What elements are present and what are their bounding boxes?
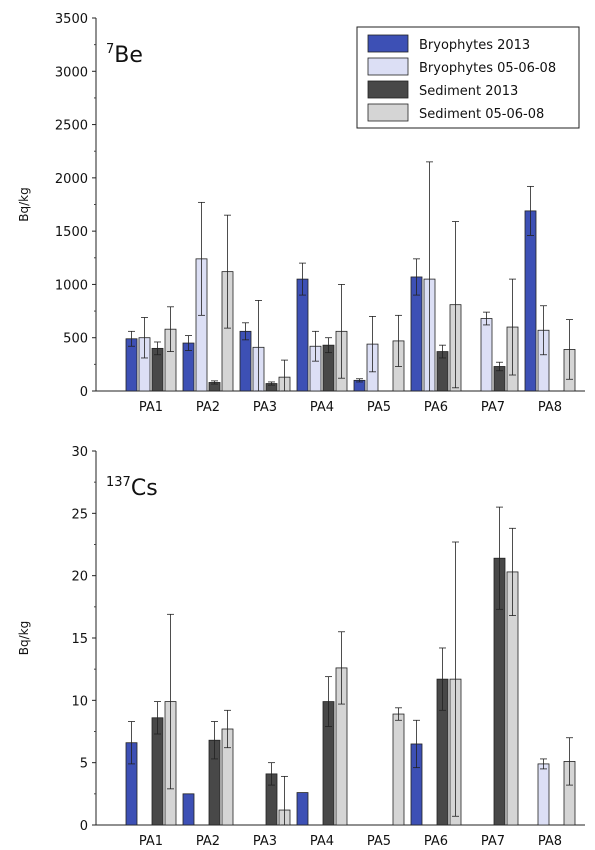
legend-label: Bryophytes 2013 — [419, 38, 530, 53]
y-tick-label: 2000 — [55, 172, 88, 187]
x-tick-label: PA6 — [424, 400, 448, 415]
be7-panel: 0 500 1000 1500 2000 2500 3000 3500 Bq/kg 7Be PA1 P… — [17, 12, 585, 415]
bar[interactable] — [296, 792, 309, 826]
y-tick-label: 0 — [80, 819, 88, 834]
legend-swatch — [367, 103, 409, 122]
x-tick-label: PA3 — [253, 400, 277, 415]
legend-swatch — [367, 80, 409, 99]
legend-label: Bryophytes 05-06-08 — [419, 61, 556, 76]
bar[interactable] — [182, 793, 195, 826]
x-tick-label: PA5 — [367, 834, 391, 849]
bar[interactable] — [392, 713, 405, 826]
bar[interactable] — [524, 210, 537, 392]
y-tick-label: 30 — [71, 445, 88, 460]
x-tick-label: PA5 — [367, 400, 391, 415]
x-tick-label: PA2 — [196, 400, 220, 415]
bar[interactable] — [480, 318, 493, 392]
y-tick-label: 5 — [80, 757, 88, 772]
x-tick-label: PA7 — [481, 400, 505, 415]
y-tick-label: 10 — [71, 694, 88, 709]
y-axis-label: Bq/kg — [17, 187, 31, 221]
y-tick-label: 3000 — [55, 65, 88, 80]
x-tick-label: PA8 — [538, 400, 562, 415]
panel-label: 7Be — [106, 42, 143, 68]
bar[interactable] — [239, 330, 252, 392]
panel-label-superscript: 7 — [106, 42, 114, 57]
x-tick-label: PA8 — [538, 834, 562, 849]
cs137-panel: 0 5 10 15 20 25 30 Bq/kg 137Cs PA1 PA2 PA3 PA4 PA5 PA6… — [17, 445, 585, 849]
legend-swatch — [367, 34, 409, 53]
legend-label: Sediment 05-06-08 — [419, 107, 544, 122]
y-tick-label: 25 — [71, 507, 88, 522]
x-tick-label: PA7 — [481, 834, 505, 849]
y-tick-label: 1500 — [55, 225, 88, 240]
y-tick-label: 500 — [63, 332, 88, 347]
y-tick-label: 2500 — [55, 119, 88, 134]
x-tick-label: PA1 — [139, 400, 163, 415]
y-tick-label: 1000 — [55, 278, 88, 293]
x-tick-label: PA3 — [253, 834, 277, 849]
bar[interactable] — [537, 763, 550, 826]
x-tick-label: PA1 — [139, 834, 163, 849]
panel-label-superscript: 137 — [106, 475, 131, 490]
panel-label-element: Be — [114, 43, 143, 68]
legend-swatch — [367, 57, 409, 76]
panel-label: 137Cs — [106, 475, 158, 501]
x-tick-label: PA4 — [310, 834, 334, 849]
legend: Bryophytes 2013 Bryophytes 05-06-08 Sedime… — [356, 26, 580, 129]
y-tick-label: 15 — [71, 632, 88, 647]
bar[interactable] — [296, 278, 309, 392]
legend-label: Sediment 2013 — [419, 84, 518, 99]
x-tick-label: PA6 — [424, 834, 448, 849]
y-tick-label: 20 — [71, 570, 88, 585]
y-tick-label: 3500 — [55, 12, 88, 27]
x-tick-label: PA2 — [196, 834, 220, 849]
panel-label-element: Cs — [131, 476, 158, 501]
x-tick-label: PA4 — [310, 400, 334, 415]
y-tick-label: 0 — [80, 385, 88, 400]
y-axis-label: Bq/kg — [17, 621, 31, 655]
